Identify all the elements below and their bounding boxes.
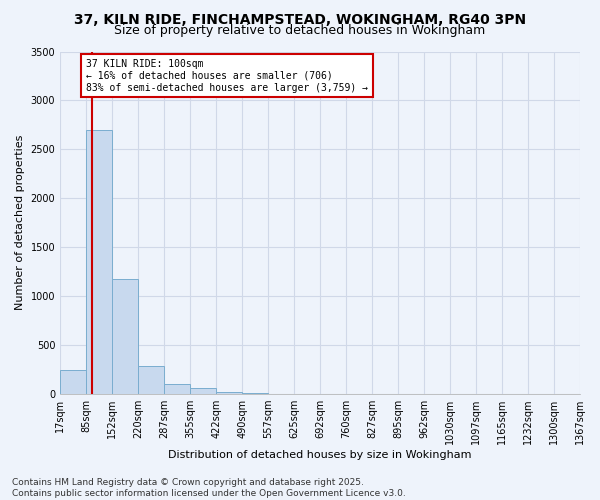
Text: 37 KILN RIDE: 100sqm
← 16% of detached houses are smaller (706)
83% of semi-deta: 37 KILN RIDE: 100sqm ← 16% of detached h… [86,60,368,92]
Bar [216,392,242,394]
Text: Size of property relative to detached houses in Wokingham: Size of property relative to detached ho… [115,24,485,37]
Y-axis label: Number of detached properties: Number of detached properties [15,135,25,310]
X-axis label: Distribution of detached houses by size in Wokingham: Distribution of detached houses by size … [169,450,472,460]
Bar [242,393,268,394]
Text: 37, KILN RIDE, FINCHAMPSTEAD, WOKINGHAM, RG40 3PN: 37, KILN RIDE, FINCHAMPSTEAD, WOKINGHAM,… [74,12,526,26]
Bar [139,366,164,394]
Bar [112,278,139,394]
Bar [60,370,86,394]
Bar [86,130,112,394]
Bar [190,388,216,394]
Text: Contains HM Land Registry data © Crown copyright and database right 2025.
Contai: Contains HM Land Registry data © Crown c… [12,478,406,498]
Bar [164,384,190,394]
